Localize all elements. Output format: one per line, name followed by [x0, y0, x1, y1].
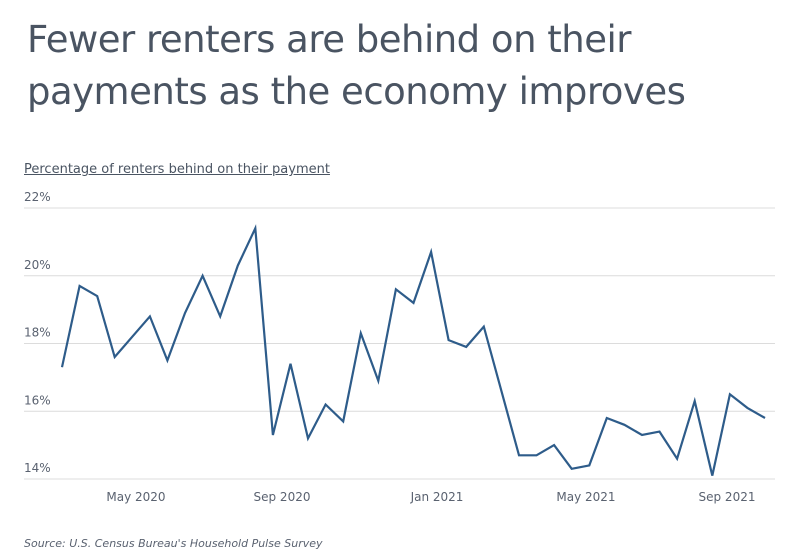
y-axis-labels: 14% 16% 18% 20% 22% — [24, 190, 51, 475]
y-tick-label: 22% — [24, 190, 51, 204]
source-note: Source: U.S. Census Bureau's Household P… — [24, 537, 323, 550]
x-tick-label: May 2021 — [556, 490, 615, 504]
x-tick-label: Sep 2020 — [254, 490, 311, 504]
y-axis-title: Percentage of renters behind on their pa… — [24, 162, 330, 177]
series-line — [60, 224, 766, 476]
y-tick-label: 18% — [24, 326, 51, 340]
gridlines — [24, 207, 775, 480]
x-tick-label: May 2020 — [106, 490, 165, 504]
chart-title: Fewer renters are behind on their paymen… — [27, 18, 686, 113]
line-chart: 14% 16% 18% 20% 22% May 2020 Sep 2020 Jan 2021… — [24, 190, 775, 504]
y-tick-label: 14% — [24, 461, 51, 475]
x-axis-labels: May 2020 Sep 2020 Jan 2021 May 2021 Sep 2021 — [106, 490, 755, 504]
x-tick-label: Jan 2021 — [410, 490, 464, 504]
y-tick-label: 20% — [24, 258, 51, 272]
y-tick-label: 16% — [24, 393, 51, 407]
x-tick-label: Sep 2021 — [699, 490, 756, 504]
